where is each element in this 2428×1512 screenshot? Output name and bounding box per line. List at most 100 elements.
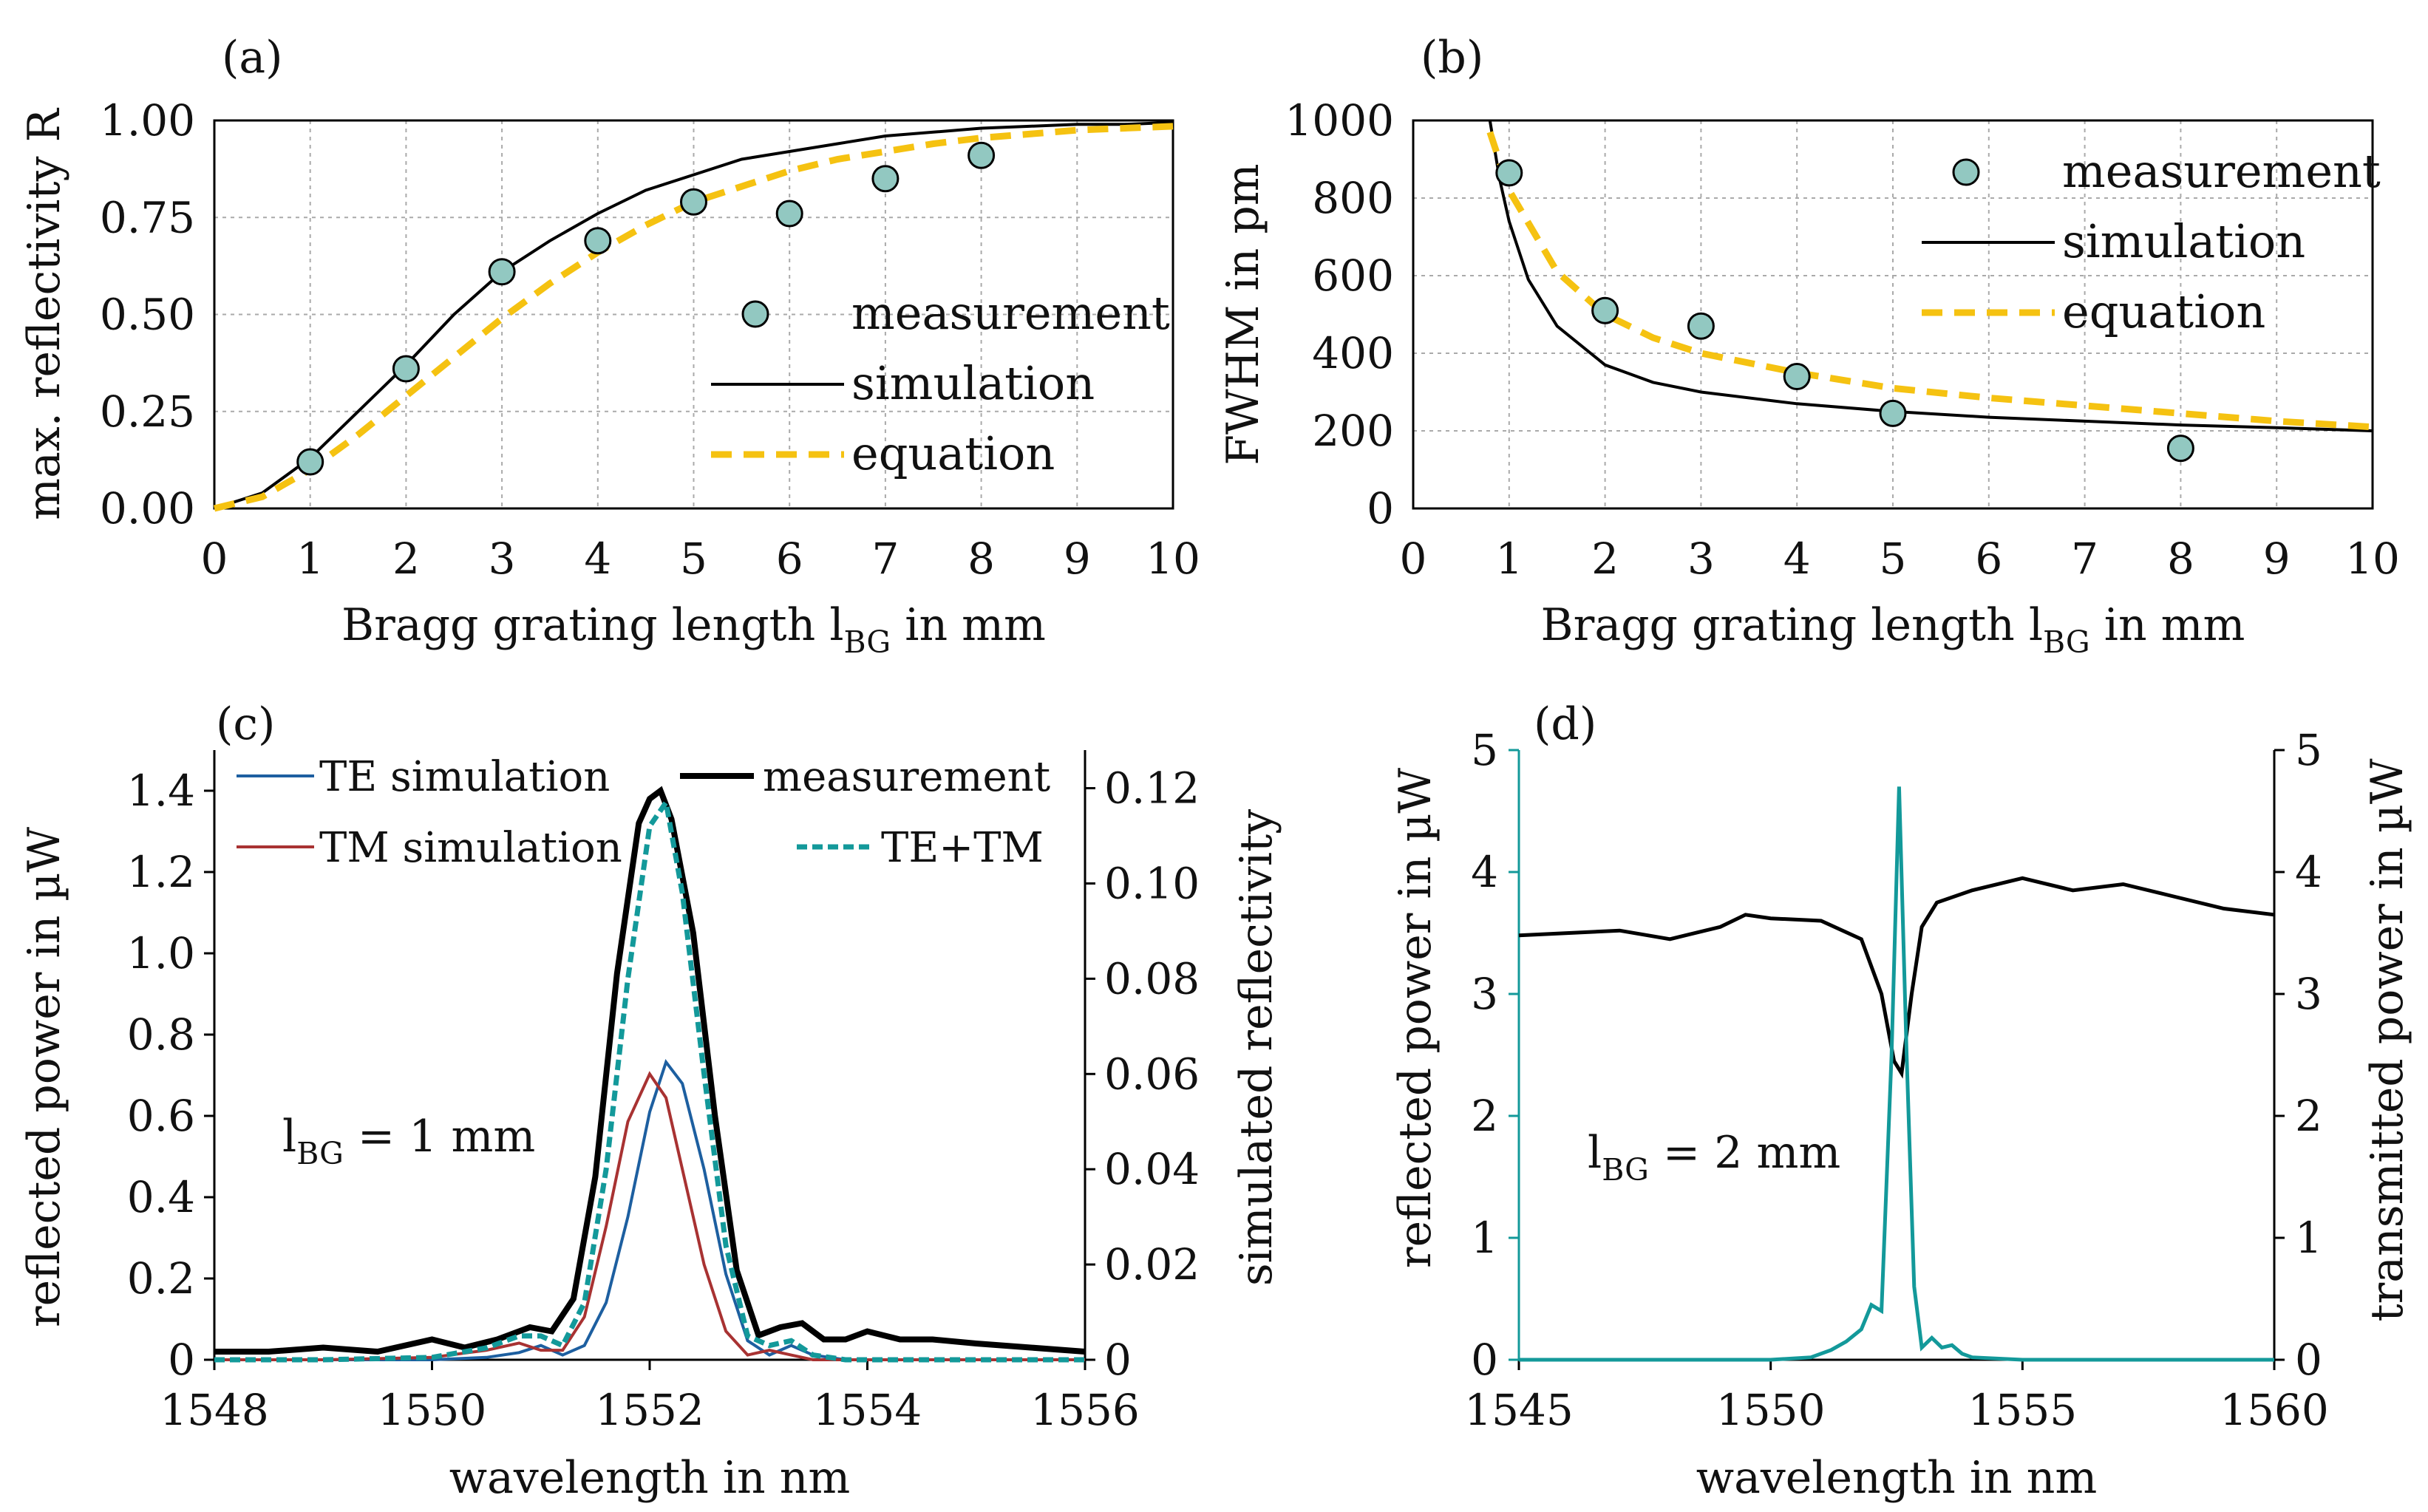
y-tick-label-right: 0: [2295, 1335, 2322, 1385]
x-axis-label: Bragg grating length lBG in mm: [1541, 599, 2245, 660]
y-tick-label-right: 0.02: [1104, 1239, 1200, 1290]
simulation-line: [214, 120, 1174, 510]
y-tick-label-right: 4: [2295, 847, 2322, 897]
x-tick-label: 7: [2071, 534, 2098, 584]
transmitted-line: [1518, 876, 2275, 1079]
y-tick-label-left: 0.4: [127, 1172, 195, 1222]
legend-label: simulation: [2062, 214, 2305, 268]
x-tick-label: 6: [776, 534, 803, 584]
y-tick-label-right: 2: [2295, 1091, 2322, 1141]
y-tick-label: 400: [1312, 328, 1394, 378]
x-tick-label: 10: [2345, 534, 2400, 584]
x-tick-label: 1556: [1030, 1385, 1140, 1435]
measurement-point: [1879, 399, 1907, 427]
y-tick-label-left: 0: [1471, 1335, 1498, 1385]
x-tick-label: 1: [296, 534, 324, 584]
measurement-point: [488, 258, 516, 286]
y-axis-label: max. reflectivity R: [18, 107, 70, 520]
y-tick-label: 0.50: [100, 290, 195, 340]
legend-label: measurement: [2062, 144, 2381, 198]
y-tick-label: 1000: [1285, 95, 1394, 146]
y-tick-label-right: 0.12: [1104, 763, 1200, 814]
y-tick-label-left: 0.8: [127, 1009, 195, 1060]
x-tick-label: 0: [1400, 534, 1427, 584]
x-tick-label: 4: [584, 534, 611, 584]
panel-a: 0 1 2 3 4 5 6 7 8 9 10 0.00 0.25 0.50 0.75 1.00 (a) Bragg…: [18, 32, 1200, 660]
y-tick-label-right: 0.04: [1104, 1144, 1200, 1194]
x-tick-label: 7: [871, 534, 899, 584]
tetm-line: [214, 795, 1085, 1363]
y-tick-label: 0: [1367, 483, 1394, 534]
x-tick-label: 1560: [2220, 1385, 2329, 1435]
y-axis-label-left: reflected power in µW: [1390, 768, 1441, 1268]
y-tick-label: 600: [1312, 251, 1394, 301]
grating-length-annotation: lBG = 2 mm: [1588, 1127, 1840, 1188]
y-tick-label: 800: [1312, 173, 1394, 223]
measurement-point: [392, 355, 420, 383]
y-tick-label-right: 0.10: [1104, 858, 1200, 908]
x-tick-label: 4: [1783, 534, 1811, 584]
x-tick-label: 0: [201, 534, 228, 584]
y-tick-label-left: 1.0: [127, 928, 195, 978]
x-axis-label: wavelength in nm: [449, 1452, 851, 1504]
y-tick-label-right: 3: [2295, 969, 2322, 1019]
y-tick-label-left: 1.4: [127, 766, 195, 816]
measurement-point: [968, 141, 996, 169]
y-tick-label: 0.75: [100, 192, 195, 242]
plot-frame: [1412, 119, 2374, 510]
panel-label: (c): [216, 698, 275, 750]
x-tick-label: 1: [1495, 534, 1523, 584]
measurement-point: [871, 165, 900, 193]
y-tick-label: 1.00: [100, 95, 195, 146]
y-axis-label-right: simulated reflectivity: [1231, 809, 1282, 1286]
legend-label: TE+TM: [881, 824, 1044, 872]
plot-frame: [213, 119, 1174, 510]
x-tick-label: 1545: [1464, 1385, 1574, 1435]
x-tick-label: 5: [1880, 534, 1907, 584]
x-tick-label: 1548: [160, 1385, 269, 1435]
y-tick-label-left: 2: [1471, 1091, 1498, 1141]
panel-label: (a): [222, 32, 283, 84]
x-tick-label: 3: [1687, 534, 1715, 584]
legend-label: TM simulation: [319, 824, 622, 872]
simulation-line: [1488, 120, 2373, 432]
y-tick-label-right: 0.06: [1104, 1049, 1200, 1099]
y-tick-label: 0.25: [100, 386, 195, 437]
x-tick-label: 1550: [378, 1385, 487, 1435]
y-tick-label-right: 0: [1104, 1335, 1132, 1385]
legend-marker-measurement: [1952, 158, 1980, 186]
y-axis-label-right: transmitted power in µW: [2361, 758, 2413, 1321]
te-simulation-line: [214, 1058, 1085, 1361]
x-tick-label: 2: [1591, 534, 1619, 584]
x-tick-label: 9: [1064, 534, 1091, 584]
y-axis-label-left: reflected power in µW: [18, 827, 70, 1327]
measurement-line: [214, 786, 1086, 1355]
measurement-point: [1687, 312, 1715, 340]
panel-c: 1548 1550 1552 1554 155600.20.40.60.81.01.21…: [18, 698, 1282, 1504]
y-tick-label-left: 0.2: [127, 1253, 195, 1304]
y-axis-label: FWHM in pm: [1217, 163, 1269, 465]
legend-marker-measurement: [741, 300, 769, 328]
panel-label: (b): [1421, 32, 1483, 84]
legend-label: measurement: [763, 753, 1051, 801]
measurement-point: [2166, 435, 2194, 463]
x-tick-label: 3: [489, 534, 516, 584]
measurement-point: [1783, 363, 1811, 390]
measurement-point: [1591, 296, 1619, 324]
measurement-point: [296, 448, 324, 476]
measurement-point: [584, 227, 612, 255]
y-tick-label-left: 0.6: [127, 1091, 195, 1141]
y-tick-label-left: 5: [1471, 725, 1498, 775]
x-tick-label: 1552: [595, 1385, 704, 1435]
legend-label: equation: [851, 426, 1055, 480]
x-tick-label: 10: [1146, 534, 1200, 584]
x-tick-label: 1554: [813, 1385, 922, 1435]
tm-simulation-line: [214, 1071, 1085, 1361]
y-tick-label: 200: [1312, 406, 1394, 456]
y-tick-label-left: 0: [168, 1335, 195, 1385]
x-tick-label: 8: [2167, 534, 2194, 584]
y-tick-label-left: 1.2: [127, 847, 195, 897]
x-tick-label: 1555: [1968, 1385, 2078, 1435]
reflected-line: [1519, 786, 2274, 1362]
